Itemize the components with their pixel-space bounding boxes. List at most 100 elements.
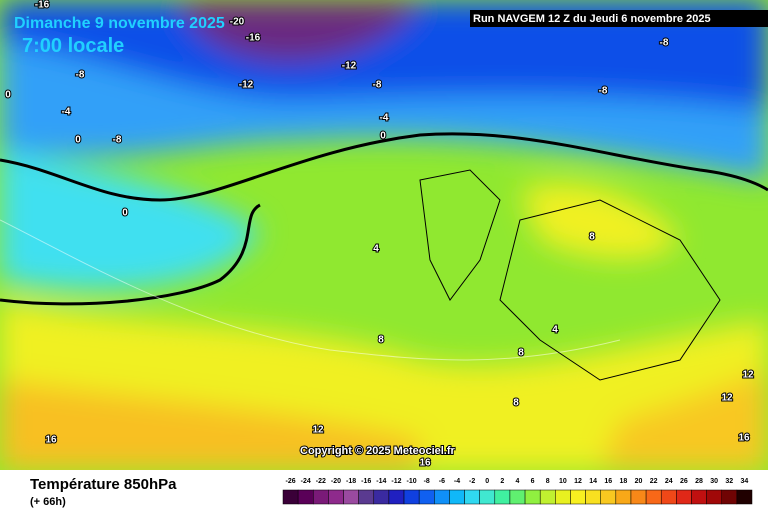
- contour-label: 0: [5, 90, 11, 101]
- scale-swatch: [660, 489, 677, 505]
- scale-swatch: [645, 489, 662, 505]
- scale-label: 28: [695, 478, 703, 485]
- scale-swatch: [630, 489, 647, 505]
- scale-label: 22: [650, 478, 658, 485]
- scale-swatch: [282, 489, 299, 505]
- scale-label: -8: [424, 478, 430, 485]
- scale-label: -12: [391, 478, 401, 485]
- forecast-date: Dimanche 9 novembre 2025: [14, 15, 225, 32]
- scale-swatch: [570, 489, 586, 505]
- lead-time: (+ 66h): [30, 496, 66, 508]
- scale-swatch: [464, 489, 480, 505]
- scale-swatch: [600, 489, 617, 505]
- contour-label: 4: [373, 244, 379, 255]
- contour-label: 12: [312, 425, 324, 436]
- contour-label: -16: [246, 33, 261, 44]
- scale-label: 20: [635, 478, 643, 485]
- run-banner: [470, 10, 768, 27]
- scale-label: -16: [361, 478, 371, 485]
- scale-label: -2: [469, 478, 475, 485]
- field-title: Température 850hPa: [30, 476, 177, 493]
- contour-label: 8: [513, 398, 519, 409]
- scale-swatch: [615, 489, 632, 505]
- scale-label: 18: [620, 478, 628, 485]
- run-info: Run NAVGEM 12 Z du Jeudi 6 novembre 2025: [473, 13, 711, 25]
- scale-label: -24: [301, 478, 311, 485]
- contour-label: 12: [721, 393, 733, 404]
- scale-label: 16: [604, 478, 612, 485]
- scale-swatch: [343, 489, 359, 505]
- contour-labels: -16-20-16-12-12 -8-8-8-80-4-80-4004884881…: [4, 0, 755, 470]
- contour-label: -8: [660, 38, 669, 49]
- scale-swatch: [328, 489, 344, 505]
- scale-swatch: [449, 489, 465, 505]
- contour-label: 16: [419, 458, 431, 469]
- scale-swatch: [509, 489, 526, 505]
- scale-label: -18: [346, 478, 356, 485]
- scale-swatch: [555, 489, 571, 505]
- contour-label: 0: [122, 208, 128, 219]
- scale-label: 8: [546, 478, 550, 485]
- copyright: Copyright © 2025 Meteociel.fr: [300, 445, 456, 457]
- scale-swatch: [706, 489, 722, 505]
- scale-label: 32: [725, 478, 733, 485]
- contour-label: 0: [380, 131, 386, 142]
- contour-label: -12: [342, 61, 357, 72]
- scale-swatch: [418, 489, 435, 505]
- contour-label: 4: [552, 325, 558, 336]
- temperature-field: [0, 0, 768, 470]
- scale-label: -20: [331, 478, 341, 485]
- scale-swatch: [524, 489, 541, 505]
- contour-label: 8: [378, 335, 384, 346]
- scale-swatch: [721, 489, 738, 505]
- contour-label: -4: [380, 113, 389, 124]
- contour-label: 8: [518, 348, 524, 359]
- contour-label: 16: [45, 435, 57, 446]
- contour-label: 0: [75, 135, 81, 146]
- scale-swatch: [691, 489, 707, 505]
- contour-label: -8: [76, 70, 85, 81]
- scale-swatch: [403, 489, 420, 505]
- scale-label: 30: [710, 478, 718, 485]
- forecast-time: 7:00 locale: [22, 35, 124, 57]
- scale-swatch: [297, 489, 314, 505]
- color-scale: -26 -24 -22 -20 -18 -16 -14 -12 -10 -8 -6 -4 -2 0 2 4 6 8…: [282, 478, 753, 505]
- scale-label: -4: [454, 478, 460, 485]
- scale-swatch: [539, 489, 556, 505]
- scale-label: 12: [574, 478, 582, 485]
- contour-label: -8: [113, 135, 122, 146]
- scale-swatch: [358, 489, 375, 505]
- contour-label: 8: [589, 232, 595, 243]
- scale-label: 4: [516, 478, 520, 485]
- scale-label: 26: [680, 478, 688, 485]
- scale-swatch: [494, 489, 511, 505]
- contour-label: -8: [373, 80, 382, 91]
- scale-label: 14: [589, 478, 597, 485]
- contour-label: 16: [738, 433, 750, 444]
- scale-label: 34: [741, 478, 749, 485]
- scale-label: -26: [286, 478, 296, 485]
- scale-swatch: [736, 489, 753, 505]
- scale-swatch: [585, 489, 601, 505]
- scale-swatch: [434, 489, 450, 505]
- scale-label: -10: [407, 478, 417, 485]
- scale-swatch: [313, 489, 329, 505]
- scale-label: 2: [500, 478, 504, 485]
- scale-label: -6: [439, 478, 445, 485]
- contour-label: -8: [599, 86, 608, 97]
- scale-swatch: [373, 489, 390, 505]
- scale-label: 0: [485, 478, 489, 485]
- contour-label: -12: [239, 80, 254, 91]
- scale-label: -22: [316, 478, 326, 485]
- scale-label: 10: [559, 478, 567, 485]
- scale-swatch: [676, 489, 692, 505]
- contour-label: 12: [742, 370, 754, 381]
- contour-label: -16: [35, 0, 50, 11]
- contour-label: -4: [62, 107, 71, 118]
- scale-label: 24: [665, 478, 673, 485]
- scale-label: -14: [376, 478, 386, 485]
- scale-label: 6: [531, 478, 535, 485]
- scale-swatch: [479, 489, 496, 505]
- scale-swatch: [388, 489, 405, 505]
